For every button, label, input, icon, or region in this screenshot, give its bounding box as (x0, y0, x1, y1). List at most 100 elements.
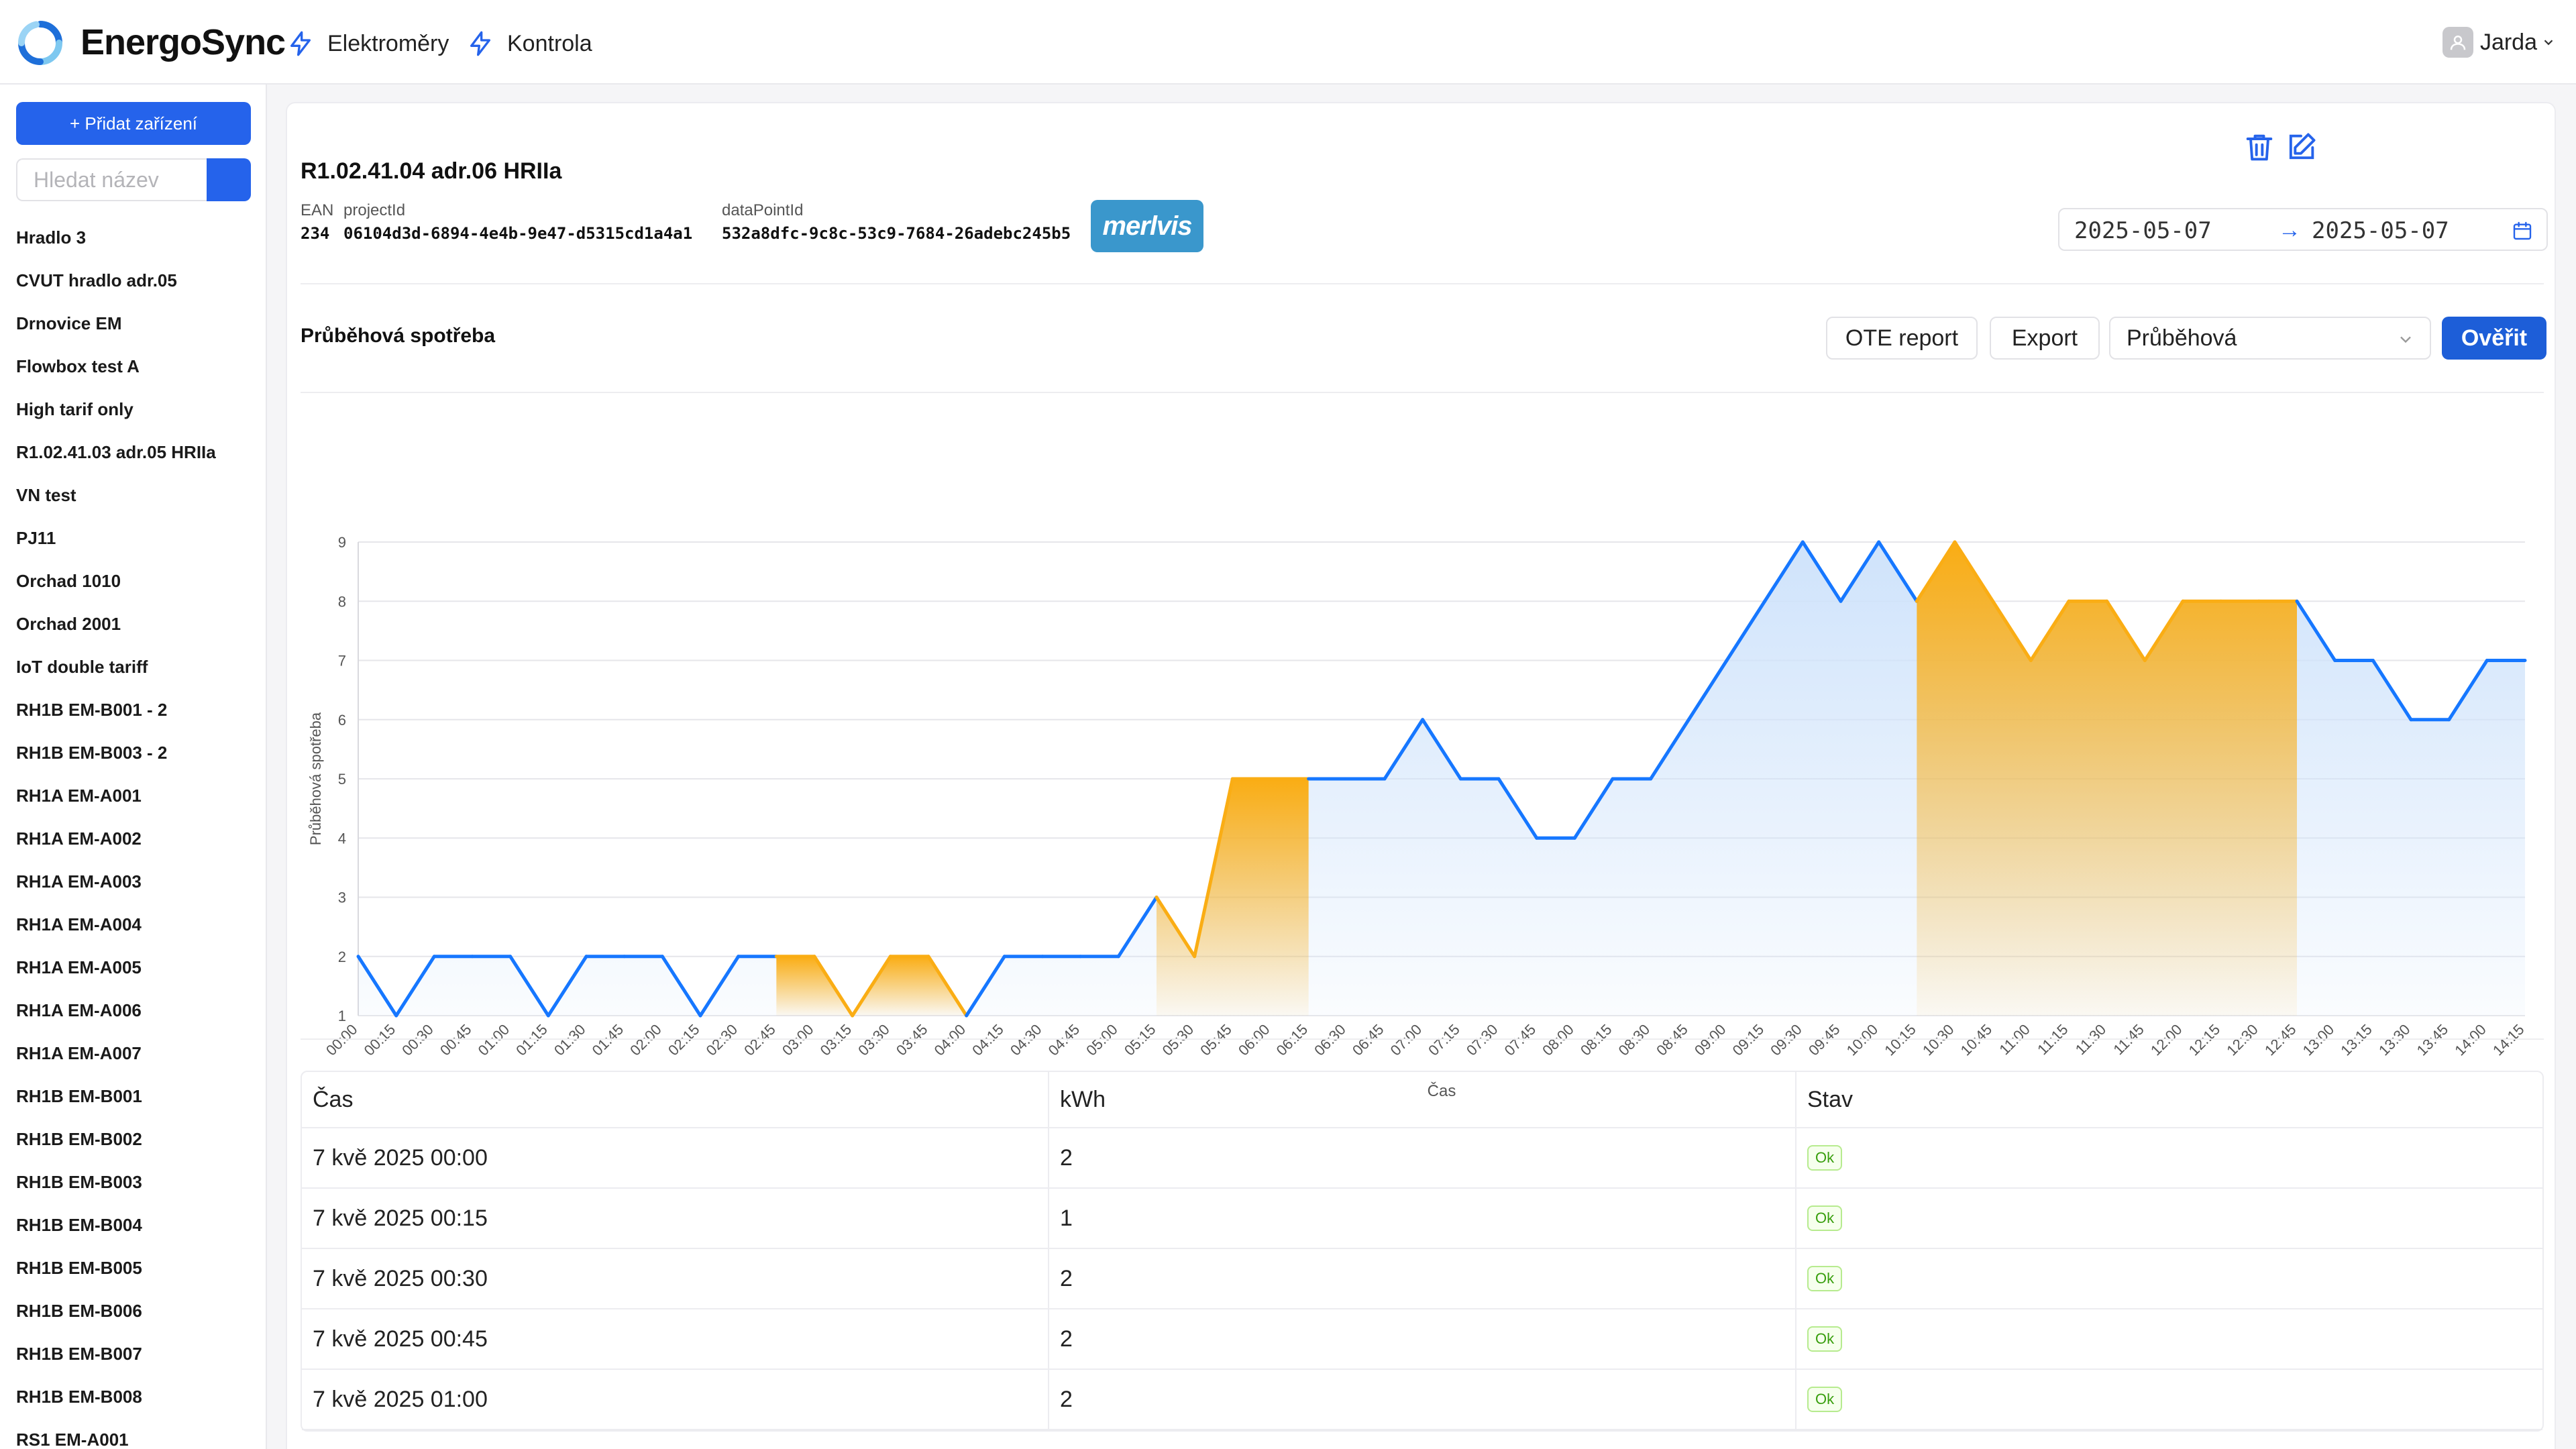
col-header-status[interactable]: Stav (1807, 1086, 1854, 1112)
user-icon (2450, 36, 2466, 50)
sidebar-device-item[interactable]: RH1B EM-B007 (16, 1344, 142, 1364)
col-header-time[interactable]: Čas (302, 1072, 1049, 1127)
brand-name[interactable]: EnergoSync (80, 22, 286, 62)
sidebar-device-item[interactable]: CVUT hradlo adr.05 (16, 270, 177, 290)
x-tick-label: 04:00 (931, 1021, 969, 1059)
series-line-normal (1116, 896, 1159, 959)
sidebar-device-item[interactable]: RH1B EM-B005 (16, 1258, 142, 1278)
x-tick-label: 09:30 (1767, 1021, 1805, 1059)
ean-label: EAN (301, 201, 334, 219)
series-line-normal (2447, 659, 2489, 722)
verify-button[interactable]: Ověřit (2442, 317, 2546, 360)
sidebar-device-item[interactable]: RH1B EM-B003 - 2 (16, 743, 168, 763)
sidebar-device-item[interactable]: RH1B EM-B008 (16, 1387, 142, 1407)
sidebar-device-item[interactable]: RH1B EM-B001 - 2 (16, 700, 168, 720)
table-row[interactable]: 7 kvě 2025 01:00 2 Ok (302, 1370, 2542, 1430)
cell-time: 7 kvě 2025 00:45 (302, 1309, 1049, 1368)
table-row[interactable]: 7 kvě 2025 00:00 2 Ok (302, 1128, 2542, 1189)
table-row[interactable]: 7 kvě 2025 00:30 2 Ok (302, 1249, 2542, 1309)
sidebar-device-item[interactable]: RH1B EM-B001 (16, 1086, 142, 1106)
sidebar-device-item[interactable]: IoT double tariff (16, 657, 148, 677)
sidebar-device-item[interactable]: Orchad 1010 (16, 571, 121, 591)
date-from[interactable]: 2025-05-07 (2074, 217, 2212, 244)
x-tick-label: 00:45 (437, 1021, 475, 1059)
sidebar-device-item[interactable]: RH1A EM-A001 (16, 786, 142, 806)
x-tick-label: 00:00 (323, 1021, 361, 1059)
col-header-kwh[interactable]: kWh (1049, 1072, 1796, 1127)
export-button[interactable]: Export (1990, 317, 2100, 360)
x-tick-label: 03:30 (855, 1021, 893, 1059)
sidebar-device-item[interactable]: Orchad 2001 (16, 614, 121, 634)
x-tick-label: 05:15 (1121, 1021, 1159, 1059)
datapoint-id-label: dataPointId (722, 201, 804, 219)
cell-kwh: 2 (1049, 1309, 1796, 1368)
calendar-icon[interactable] (2512, 220, 2533, 241)
y-tick-label: 8 (338, 593, 346, 610)
sidebar-device-item[interactable]: VN test (16, 485, 76, 505)
sidebar-device-item[interactable]: RH1B EM-B006 (16, 1301, 142, 1321)
x-tick-label: 12:45 (2261, 1021, 2300, 1059)
area-fill-high-tariff (1917, 542, 2297, 1016)
x-tick-label: 10:00 (1843, 1021, 1882, 1059)
sidebar-device-item[interactable]: RH1A EM-A006 (16, 1000, 142, 1020)
sidebar-device-item[interactable]: High tarif only (16, 399, 133, 419)
sidebar-device-item[interactable]: RH1A EM-A003 (16, 871, 142, 892)
user-menu[interactable]: Jarda (2442, 27, 2556, 58)
lightning-icon (290, 31, 311, 56)
trash-icon[interactable] (2242, 130, 2277, 165)
energosync-logo-icon[interactable] (16, 19, 64, 67)
sidebar-device-item[interactable]: RH1B EM-B002 (16, 1129, 142, 1149)
x-tick-label: 03:15 (817, 1021, 855, 1059)
sidebar-device-item[interactable]: RH1B EM-B004 (16, 1215, 142, 1235)
nav-kontrola[interactable]: Kontrola (467, 27, 592, 60)
avatar (2442, 27, 2473, 58)
project-id-value: 06104d3d-6894-4e4b-9e47-d5315cd1a4a1 (343, 224, 693, 243)
sidebar-device-item[interactable]: Hradlo 3 (16, 227, 87, 248)
data-table: Čas kWh Stav 7 kvě 2025 00:00 2 Ok 7 kvě 20… (301, 1071, 2544, 1432)
sidebar-device-item[interactable]: Flowbox test A (16, 356, 140, 376)
x-tick-label: 12:30 (2223, 1021, 2261, 1059)
chart-mode-select[interactable]: Průběhová (2109, 317, 2431, 360)
series-line-normal (1725, 599, 1767, 662)
sidebar-device-item[interactable]: RH1A EM-A007 (16, 1043, 142, 1063)
sidebar-device-item[interactable]: Drnovice EM (16, 313, 122, 333)
series-line-high-tariff (812, 955, 855, 1018)
datapoint-id-block: dataPointId 532a8dfc-9c8c-53c9-7684-26ad… (722, 201, 1071, 243)
sidebar-device-item[interactable]: RH1A EM-A005 (16, 957, 142, 977)
sidebar-device-item[interactable]: PJ11 (16, 528, 56, 548)
series-line-high-tariff (1155, 896, 1197, 959)
date-to[interactable]: 2025-05-07 (2312, 217, 2449, 244)
edit-icon[interactable] (2284, 130, 2318, 165)
sidebar-device-item[interactable]: RH1A EM-A002 (16, 828, 142, 849)
add-device-button[interactable]: + Přidat zařízení (16, 102, 251, 145)
device-title: R1.02.41.04 adr.06 HRIIa (301, 158, 562, 184)
table-row[interactable]: 7 kvě 2025 00:15 1 Ok (302, 1189, 2542, 1249)
search-button[interactable] (207, 158, 251, 201)
y-tick-label: 9 (338, 534, 346, 551)
cell-kwh: 1 (1049, 1189, 1796, 1248)
sidebar-device-item[interactable]: RH1B EM-B003 (16, 1172, 142, 1192)
series-line-normal (660, 955, 702, 1018)
x-tick-label: 13:45 (2414, 1021, 2452, 1059)
sidebar-device-item[interactable]: RS1 EM-A001 (16, 1430, 129, 1449)
nav-elektromery[interactable]: Elektroměry (287, 27, 449, 60)
y-tick-label: 6 (338, 712, 346, 729)
sidebar: + Přidat zařízení Hradlo 3 CVUT hradlo ad… (0, 85, 267, 1449)
date-range-picker[interactable]: 2025-05-07 → 2025-05-07 (2058, 208, 2548, 251)
x-tick-label: 07:45 (1501, 1021, 1540, 1059)
cell-time: 7 kvě 2025 00:00 (302, 1128, 1049, 1187)
sidebar-device-item[interactable]: RH1A EM-A004 (16, 914, 142, 934)
y-tick-label: 3 (338, 890, 346, 906)
sidebar-device-item[interactable]: R1.02.41.03 adr.05 HRIIa (16, 442, 216, 462)
x-tick-label: 05:45 (1197, 1021, 1235, 1059)
y-tick-label: 1 (338, 1008, 346, 1024)
ote-report-button[interactable]: OTE report (1826, 317, 1978, 360)
ean-block: EAN 234 (301, 201, 333, 243)
x-tick-label: 01:30 (551, 1021, 589, 1059)
table-row[interactable]: 7 kvě 2025 00:45 2 Ok (302, 1309, 2542, 1370)
top-bar: EnergoSync Elektroměry Kontrola Jarda (0, 0, 2576, 85)
series-line-normal (356, 955, 398, 1018)
x-tick-label: 08:45 (1653, 1021, 1691, 1059)
search-input[interactable] (16, 158, 207, 201)
table-header-row: Čas kWh Stav (302, 1072, 2542, 1128)
